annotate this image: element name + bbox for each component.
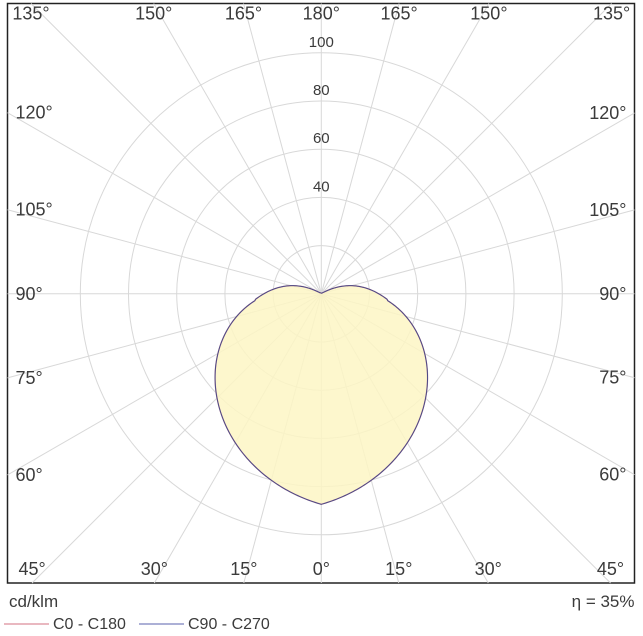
svg-text:C90 - C270: C90 - C270 bbox=[188, 616, 270, 631]
svg-text:0°: 0° bbox=[313, 559, 330, 579]
svg-text:40: 40 bbox=[313, 178, 330, 195]
svg-text:165°: 165° bbox=[225, 4, 262, 24]
svg-text:η = 35%: η = 35% bbox=[572, 592, 635, 611]
svg-text:150°: 150° bbox=[135, 4, 172, 24]
svg-text:cd/klm: cd/klm bbox=[9, 592, 58, 611]
svg-text:90°: 90° bbox=[16, 284, 43, 304]
svg-text:60°: 60° bbox=[599, 465, 626, 485]
svg-text:15°: 15° bbox=[385, 559, 412, 579]
svg-text:60°: 60° bbox=[16, 465, 43, 485]
svg-text:180°: 180° bbox=[303, 4, 340, 24]
svg-text:105°: 105° bbox=[589, 200, 626, 220]
svg-text:135°: 135° bbox=[593, 4, 630, 24]
svg-text:120°: 120° bbox=[589, 103, 626, 123]
svg-text:45°: 45° bbox=[18, 559, 45, 579]
svg-text:30°: 30° bbox=[141, 559, 168, 579]
svg-text:C0 - C180: C0 - C180 bbox=[53, 616, 126, 631]
svg-text:105°: 105° bbox=[16, 200, 53, 220]
svg-text:15°: 15° bbox=[230, 559, 257, 579]
svg-text:90°: 90° bbox=[599, 284, 626, 304]
svg-text:135°: 135° bbox=[12, 4, 49, 24]
svg-text:60: 60 bbox=[313, 130, 330, 147]
svg-text:100: 100 bbox=[309, 34, 334, 51]
svg-text:30°: 30° bbox=[475, 559, 502, 579]
svg-text:120°: 120° bbox=[16, 103, 53, 123]
svg-text:75°: 75° bbox=[599, 368, 626, 388]
svg-text:165°: 165° bbox=[380, 4, 417, 24]
svg-text:45°: 45° bbox=[597, 559, 624, 579]
svg-text:150°: 150° bbox=[470, 4, 507, 24]
svg-text:75°: 75° bbox=[16, 368, 43, 388]
svg-text:80: 80 bbox=[313, 82, 330, 99]
